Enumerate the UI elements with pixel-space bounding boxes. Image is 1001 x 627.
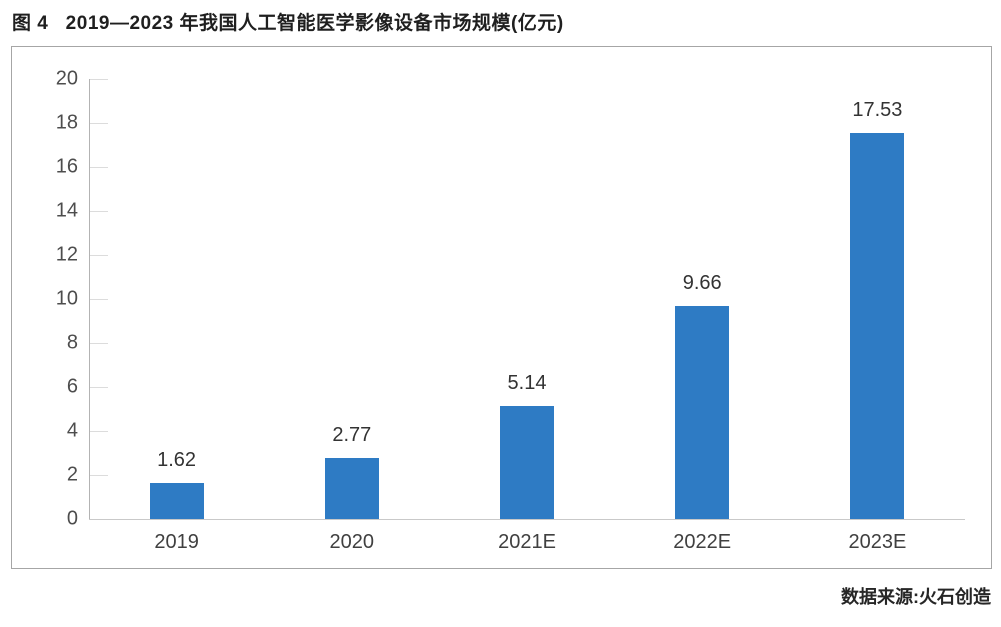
y-tick-label: 8 — [66, 331, 78, 354]
y-tick-label: 4 — [66, 419, 78, 442]
y-tick — [90, 211, 108, 212]
bar-2022E — [675, 306, 730, 519]
y-tick — [90, 431, 108, 432]
bar-value-label-2022E: 9.66 — [682, 272, 722, 295]
x-category-label-2019: 2019 — [154, 531, 199, 553]
x-category-label-2020: 2020 — [329, 531, 375, 553]
bar-value-label-2020: 2.77 — [332, 424, 372, 447]
x-category-label-2021E: 2021E — [498, 531, 556, 553]
x-category-label-2023E: 2023E — [848, 531, 907, 553]
y-tick-label: 20 — [55, 67, 78, 90]
y-tick — [90, 255, 108, 256]
y-tick — [90, 123, 108, 124]
figure-title: 图 4 2019—2023 年我国人工智能医学影像设备市场规模(亿元) — [12, 13, 564, 34]
y-tick-label: 2 — [66, 463, 78, 486]
bar-value-label-2023E: 17.53 — [852, 99, 903, 122]
chart-frame: 0 2 4 6 8 10 12 14 16 18 20 1.62 2.77 5.14 9.66 17.53 … — [11, 46, 992, 569]
y-tick-label: 10 — [55, 287, 78, 310]
y-tick-label: 14 — [55, 199, 78, 222]
y-tick — [90, 387, 108, 388]
y-axis-line — [89, 79, 90, 520]
y-tick-label: 16 — [55, 155, 78, 178]
bar-2023E — [850, 133, 905, 519]
y-tick — [90, 167, 108, 168]
data-source-note: 数据来源:火石创造 — [841, 587, 991, 607]
x-axis-line — [89, 519, 965, 520]
bar-2020 — [324, 458, 379, 519]
y-tick-label: 0 — [66, 507, 78, 530]
bar-2021E — [500, 405, 554, 519]
y-tick-label: 6 — [66, 375, 78, 398]
y-tick — [90, 343, 108, 344]
bar-2019 — [149, 483, 204, 519]
bar-value-label-2019: 1.62 — [157, 449, 197, 472]
y-tick-label: 12 — [55, 243, 78, 266]
y-tick-label: 18 — [55, 111, 78, 134]
y-tick — [90, 299, 108, 300]
bar-value-label-2021E: 5.14 — [507, 371, 547, 394]
y-tick — [90, 475, 108, 476]
x-category-label-2022E: 2022E — [673, 531, 732, 553]
y-tick — [90, 79, 108, 80]
